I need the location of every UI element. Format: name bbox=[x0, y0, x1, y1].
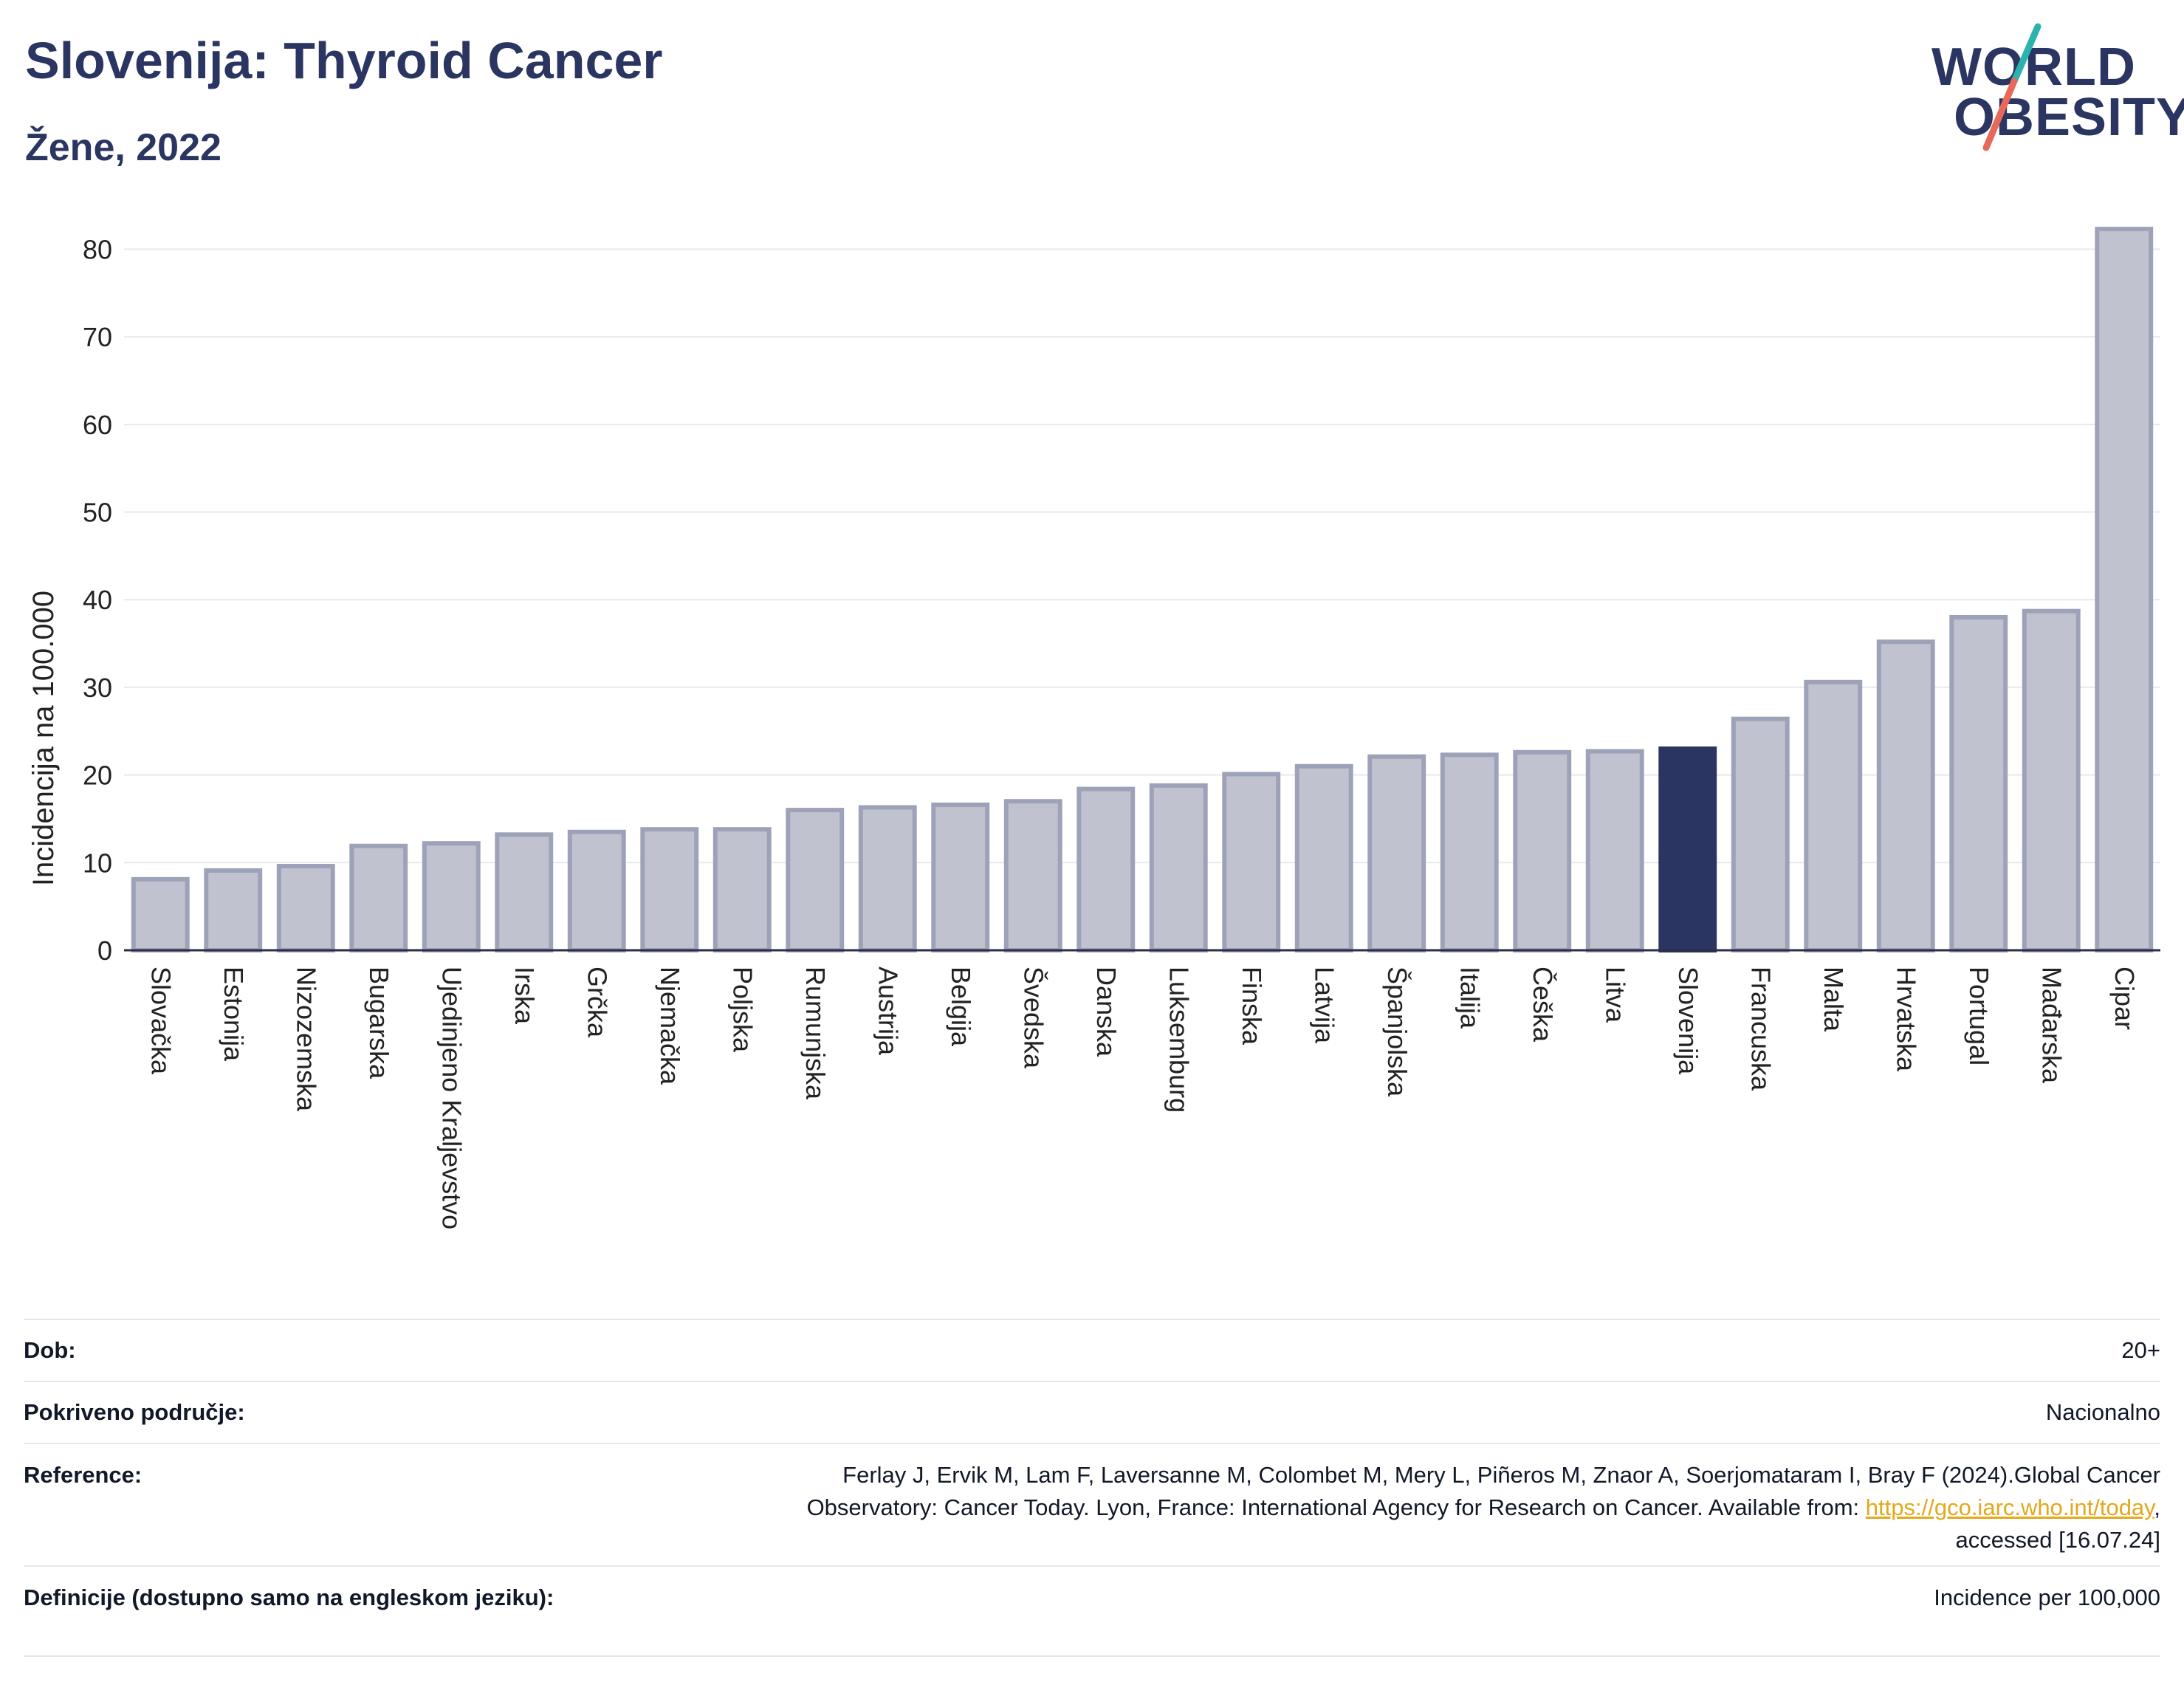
definitions-value: Incidence per 100,000 bbox=[1934, 1585, 2160, 1610]
bar-12 bbox=[931, 802, 990, 952]
logo-line-world: WORLD bbox=[1931, 38, 2136, 97]
meta-row-age: Dob: 20+ bbox=[24, 1319, 2160, 1381]
x-tick-label: Malta bbox=[1819, 967, 1849, 1032]
bar-5 bbox=[422, 841, 481, 953]
age-value: 20+ bbox=[2121, 1337, 2160, 1363]
bar-1 bbox=[131, 876, 190, 952]
coverage-label: Pokriveno područje: bbox=[24, 1399, 245, 1425]
bar-25 bbox=[1876, 639, 1935, 952]
bar-11 bbox=[858, 805, 917, 953]
bar-13 bbox=[1003, 799, 1062, 952]
bar-7 bbox=[567, 829, 626, 952]
age-label: Dob: bbox=[24, 1337, 76, 1363]
page-subtitle: Žene, 2022 bbox=[25, 126, 222, 169]
x-tick-label: Češka bbox=[1528, 967, 1558, 1043]
bar-17 bbox=[1294, 763, 1353, 952]
reference-line-1: Ferlay J, Ervik M, Lam F, Laversanne M, … bbox=[842, 1462, 2160, 1488]
x-tick-label: Italija bbox=[1455, 967, 1485, 1029]
x-tick-label: Rumunjska bbox=[800, 967, 831, 1100]
page-title: Slovenija: Thyroid Cancer bbox=[25, 32, 663, 89]
bar-26 bbox=[1949, 614, 2008, 952]
y-tick-label: 10 bbox=[83, 848, 112, 878]
bar-4 bbox=[349, 843, 408, 952]
reference-value: Ferlay J, Ervik M, Lam F, Laversanne M, … bbox=[807, 1459, 2160, 1565]
x-tick-label: Luksemburg bbox=[1164, 967, 1194, 1113]
x-tick-label: Grčka bbox=[582, 967, 612, 1038]
reference-label: Reference: bbox=[24, 1462, 142, 1488]
x-tick-label: Portugal bbox=[1964, 967, 1994, 1065]
x-tick-label: Estonija bbox=[219, 967, 249, 1062]
y-tick-label: 60 bbox=[83, 410, 112, 440]
meta-row-definitions: Definicije (dostupno samo na engleskom j… bbox=[24, 1565, 2160, 1657]
bar-24 bbox=[1804, 679, 1863, 952]
world-obesity-logo: WORLD OBESITY bbox=[1920, 22, 2184, 162]
metadata-table: Dob: 20+ Pokriveno područje: Nacionalno … bbox=[24, 1319, 2160, 1657]
y-tick-label: 40 bbox=[83, 585, 112, 615]
y-tick-label: 50 bbox=[83, 498, 112, 528]
bar-8 bbox=[640, 827, 699, 953]
bar-21 bbox=[1585, 749, 1644, 952]
y-tick-label: 70 bbox=[83, 322, 112, 352]
reference-text-3: , bbox=[2154, 1494, 2160, 1520]
x-tick-label: Njemačka bbox=[655, 967, 685, 1085]
bar-23 bbox=[1731, 716, 1790, 953]
axes: 0 10 20 30 40 50 60 70 80 Slovačka Estonija Nizozem… bbox=[83, 234, 2160, 1229]
x-tick-label: Austrija bbox=[873, 967, 903, 1056]
x-tick-label: Cipar bbox=[2109, 967, 2140, 1030]
bar-15 bbox=[1149, 783, 1208, 953]
bar-10 bbox=[786, 808, 845, 952]
logo-slash-icon bbox=[1982, 23, 2042, 151]
x-tick-label: Švedska bbox=[1018, 967, 1048, 1069]
bar-22 bbox=[1658, 746, 1717, 952]
x-tick-label: Danska bbox=[1091, 967, 1122, 1057]
bar-19 bbox=[1440, 752, 1499, 952]
bar-20 bbox=[1513, 749, 1572, 952]
coverage-value: Nacionalno bbox=[2045, 1399, 2160, 1425]
x-tick-label: Irska bbox=[509, 967, 540, 1025]
y-tick-label: 80 bbox=[83, 234, 112, 264]
x-tick-label: Ujedinjeno Kraljevstvo bbox=[436, 967, 467, 1229]
x-tick-label: Slovačka bbox=[145, 967, 176, 1075]
x-tick-label: Bugarska bbox=[364, 967, 394, 1079]
bar-27 bbox=[2022, 608, 2081, 952]
bar-9 bbox=[712, 827, 772, 953]
bar-18 bbox=[1367, 754, 1426, 953]
meta-row-reference: Reference: Ferlay J, Ervik M, Lam F, Lav… bbox=[24, 1443, 2160, 1565]
bar-16 bbox=[1222, 772, 1281, 952]
x-tick-label: Litva bbox=[1600, 967, 1630, 1023]
bar-3 bbox=[276, 864, 335, 952]
meta-row-coverage: Pokriveno područje: Nacionalno bbox=[24, 1381, 2160, 1443]
bar-chart: 0 10 20 30 40 50 60 70 80 Slovačka Estonija Nizozem… bbox=[27, 227, 2160, 1229]
y-tick-label: 30 bbox=[83, 673, 112, 703]
y-tick-label: 0 bbox=[97, 935, 112, 966]
definitions-label: Definicije (dostupno samo na engleskom j… bbox=[24, 1585, 554, 1610]
x-tick-label: Francuska bbox=[1745, 967, 1776, 1091]
x-tick-label: Španjolska bbox=[1382, 967, 1412, 1097]
bar-28 bbox=[2095, 227, 2154, 952]
reference-line-3: accessed [16.07.24] bbox=[1955, 1527, 2160, 1553]
x-tick-label: Hrvatska bbox=[1891, 967, 1921, 1072]
bar-14 bbox=[1076, 786, 1136, 952]
x-tick-label: Belgija bbox=[946, 967, 976, 1047]
reference-line-2: Observatory: Cancer Today. Lyon, France:… bbox=[807, 1491, 2160, 1524]
y-tick-label: 20 bbox=[83, 761, 112, 791]
x-tick-label: Slovenija bbox=[1673, 967, 1703, 1075]
reference-text-2: Observatory: Cancer Today. Lyon, France:… bbox=[806, 1494, 1866, 1520]
x-tick-label: Mađarska bbox=[2036, 967, 2067, 1084]
x-tick-label: Poljska bbox=[727, 967, 758, 1053]
y-axis-label: Incidencija na 100.000 bbox=[27, 591, 60, 886]
bar-6 bbox=[495, 832, 554, 953]
reference-link[interactable]: https://gco.iarc.who.int/today bbox=[1865, 1494, 2154, 1520]
bar-2 bbox=[204, 868, 263, 953]
x-tick-label: Finska bbox=[1237, 967, 1267, 1046]
x-tick-label: Nizozemska bbox=[291, 967, 321, 1112]
bars bbox=[131, 227, 2154, 953]
x-tick-label: Latvija bbox=[1309, 967, 1339, 1044]
